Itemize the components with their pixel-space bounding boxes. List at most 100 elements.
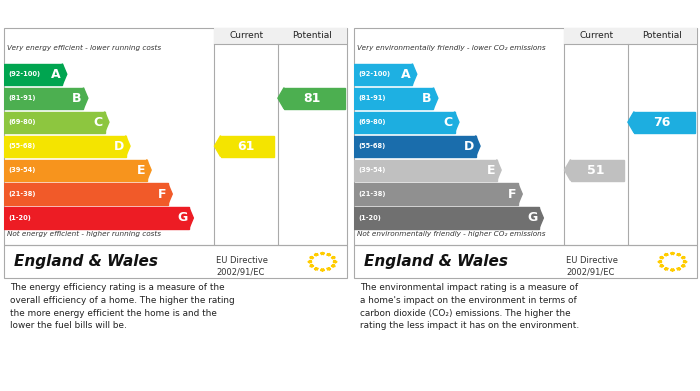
Text: Very environmentally friendly - lower CO₂ emissions: Very environmentally friendly - lower CO… bbox=[357, 45, 545, 51]
Polygon shape bbox=[518, 183, 522, 204]
Polygon shape bbox=[659, 265, 664, 267]
Bar bbox=[570, 160, 624, 181]
Text: England & Wales: England & Wales bbox=[14, 254, 158, 269]
Text: England & Wales: England & Wales bbox=[364, 254, 508, 269]
Bar bbox=[220, 136, 274, 157]
Text: G: G bbox=[527, 212, 537, 224]
Polygon shape bbox=[62, 64, 66, 85]
Bar bbox=[354, 64, 412, 85]
Text: (39-54): (39-54) bbox=[8, 167, 36, 173]
Polygon shape bbox=[564, 160, 570, 181]
Bar bbox=[4, 88, 83, 109]
Polygon shape bbox=[314, 267, 318, 270]
Polygon shape bbox=[628, 111, 634, 133]
Text: Potential: Potential bbox=[643, 31, 682, 40]
Bar bbox=[4, 183, 168, 204]
Text: Environmental Impact (CO₂) Rating: Environmental Impact (CO₂) Rating bbox=[362, 7, 594, 21]
Text: Very energy efficient - lower running costs: Very energy efficient - lower running co… bbox=[7, 45, 161, 51]
Text: C: C bbox=[444, 116, 453, 129]
Text: Not environmentally friendly - higher CO₂ emissions: Not environmentally friendly - higher CO… bbox=[357, 231, 545, 237]
Polygon shape bbox=[681, 265, 685, 267]
Polygon shape bbox=[189, 208, 193, 228]
Text: D: D bbox=[113, 140, 124, 152]
Text: D: D bbox=[463, 140, 474, 152]
Polygon shape bbox=[681, 256, 685, 259]
Polygon shape bbox=[308, 260, 312, 263]
Polygon shape bbox=[497, 160, 501, 181]
Polygon shape bbox=[671, 252, 675, 255]
Polygon shape bbox=[664, 253, 668, 256]
Polygon shape bbox=[677, 253, 681, 256]
Text: E: E bbox=[136, 163, 145, 177]
Text: G: G bbox=[177, 212, 187, 224]
Text: Potential: Potential bbox=[293, 31, 332, 40]
Text: 51: 51 bbox=[587, 163, 605, 177]
Polygon shape bbox=[539, 208, 543, 228]
Text: (69-80): (69-80) bbox=[8, 119, 36, 125]
Bar bbox=[354, 136, 475, 157]
Text: (81-91): (81-91) bbox=[8, 95, 36, 101]
Polygon shape bbox=[214, 136, 220, 157]
Text: Current: Current bbox=[229, 31, 263, 40]
Polygon shape bbox=[333, 260, 337, 263]
Text: 61: 61 bbox=[237, 140, 255, 152]
Text: (81-91): (81-91) bbox=[358, 95, 386, 101]
Polygon shape bbox=[454, 111, 459, 133]
Polygon shape bbox=[412, 64, 416, 85]
Bar bbox=[4, 208, 189, 228]
Text: F: F bbox=[508, 188, 516, 201]
Text: (92-100): (92-100) bbox=[358, 71, 391, 77]
Bar bbox=[4, 136, 125, 157]
Polygon shape bbox=[314, 253, 318, 256]
Bar bbox=[4, 160, 147, 181]
Text: (1-20): (1-20) bbox=[8, 215, 32, 221]
Bar bbox=[4, 64, 62, 85]
Polygon shape bbox=[433, 88, 438, 109]
Text: (92-100): (92-100) bbox=[8, 71, 41, 77]
Polygon shape bbox=[278, 88, 284, 109]
Text: E: E bbox=[486, 163, 495, 177]
Text: (21-38): (21-38) bbox=[358, 191, 386, 197]
Text: C: C bbox=[94, 116, 103, 129]
Polygon shape bbox=[168, 183, 172, 204]
Text: B: B bbox=[422, 91, 432, 105]
Text: A: A bbox=[51, 68, 61, 81]
Text: B: B bbox=[72, 91, 82, 105]
Polygon shape bbox=[671, 269, 675, 271]
Polygon shape bbox=[664, 267, 668, 270]
Bar bbox=[634, 111, 695, 133]
Polygon shape bbox=[331, 265, 335, 267]
Polygon shape bbox=[83, 88, 88, 109]
Text: 76: 76 bbox=[654, 116, 671, 129]
Polygon shape bbox=[327, 253, 331, 256]
Text: Current: Current bbox=[579, 31, 613, 40]
Text: F: F bbox=[158, 188, 166, 201]
Text: (55-68): (55-68) bbox=[358, 143, 386, 149]
Polygon shape bbox=[331, 256, 335, 259]
Text: The energy efficiency rating is a measure of the
overall efficiency of a home. T: The energy efficiency rating is a measur… bbox=[10, 283, 235, 330]
Bar bbox=[354, 111, 454, 133]
Polygon shape bbox=[658, 260, 662, 263]
Polygon shape bbox=[147, 160, 151, 181]
Text: Energy Efficiency Rating: Energy Efficiency Rating bbox=[12, 7, 174, 21]
Polygon shape bbox=[104, 111, 109, 133]
Bar bbox=[354, 183, 518, 204]
Text: Not energy efficient - higher running costs: Not energy efficient - higher running co… bbox=[7, 231, 161, 237]
Bar bbox=[354, 88, 433, 109]
Polygon shape bbox=[321, 269, 325, 271]
Text: EU Directive
2002/91/EC: EU Directive 2002/91/EC bbox=[566, 256, 618, 276]
Polygon shape bbox=[321, 252, 325, 255]
Bar bbox=[278, 28, 346, 44]
Bar bbox=[284, 88, 345, 109]
Polygon shape bbox=[659, 256, 664, 259]
Text: 81: 81 bbox=[304, 91, 321, 105]
Bar bbox=[214, 28, 278, 44]
Text: (55-68): (55-68) bbox=[8, 143, 36, 149]
Bar bbox=[564, 28, 628, 44]
Polygon shape bbox=[683, 260, 687, 263]
Polygon shape bbox=[677, 267, 681, 270]
Polygon shape bbox=[309, 256, 314, 259]
Bar bbox=[354, 208, 539, 228]
Text: (1-20): (1-20) bbox=[358, 215, 382, 221]
Polygon shape bbox=[125, 136, 130, 157]
